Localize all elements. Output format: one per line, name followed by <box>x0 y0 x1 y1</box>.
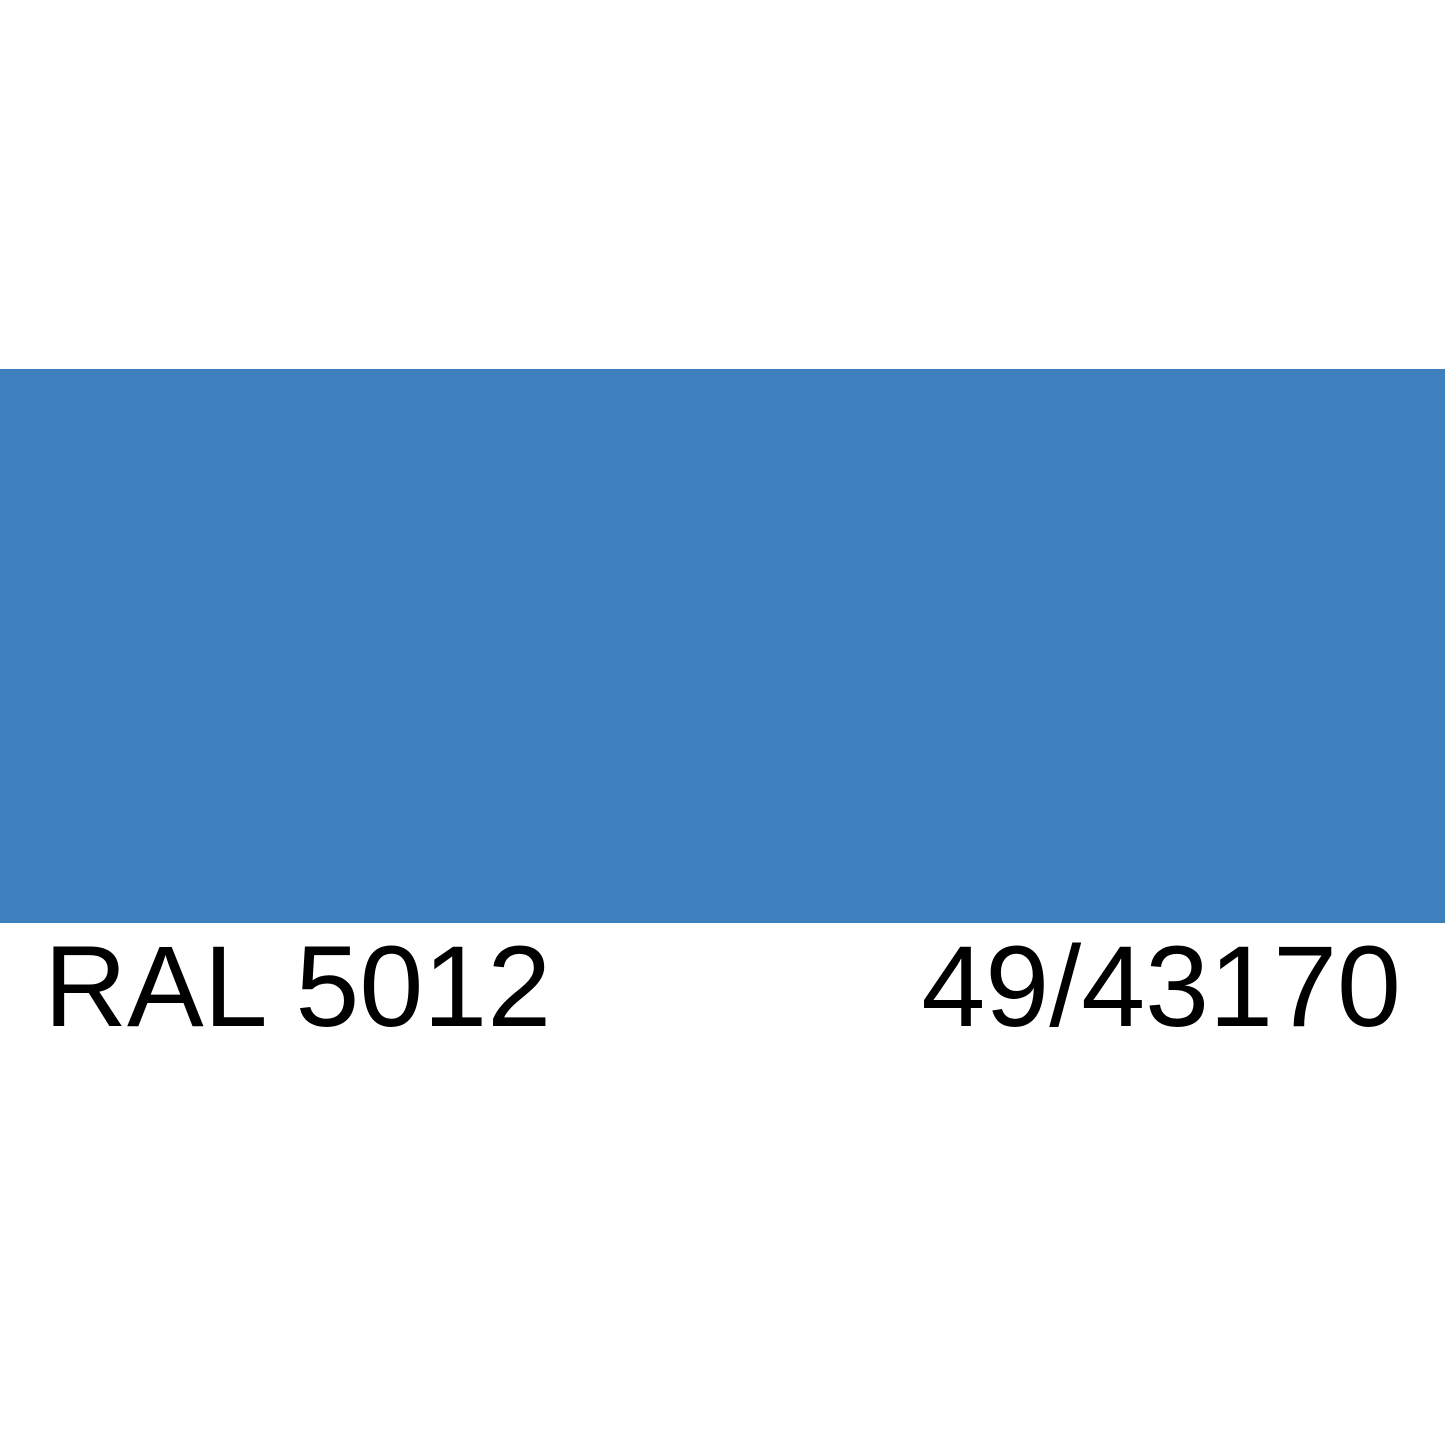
color-swatch <box>0 369 1445 923</box>
secondary-code-label: 49/43170 <box>921 923 1401 1051</box>
label-row: RAL 5012 49/43170 <box>0 930 1445 1045</box>
ral-code-label: RAL 5012 <box>44 923 552 1051</box>
